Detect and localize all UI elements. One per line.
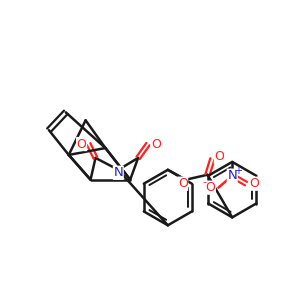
- Text: -: -: [202, 177, 206, 187]
- Text: O: O: [249, 177, 259, 190]
- Text: O: O: [77, 138, 87, 151]
- Text: +: +: [234, 166, 242, 176]
- Text: O: O: [206, 181, 215, 194]
- Text: O: O: [178, 177, 188, 190]
- Text: O: O: [151, 138, 161, 151]
- Text: N: N: [113, 166, 123, 179]
- Text: N: N: [227, 169, 237, 182]
- Text: O: O: [214, 150, 224, 164]
